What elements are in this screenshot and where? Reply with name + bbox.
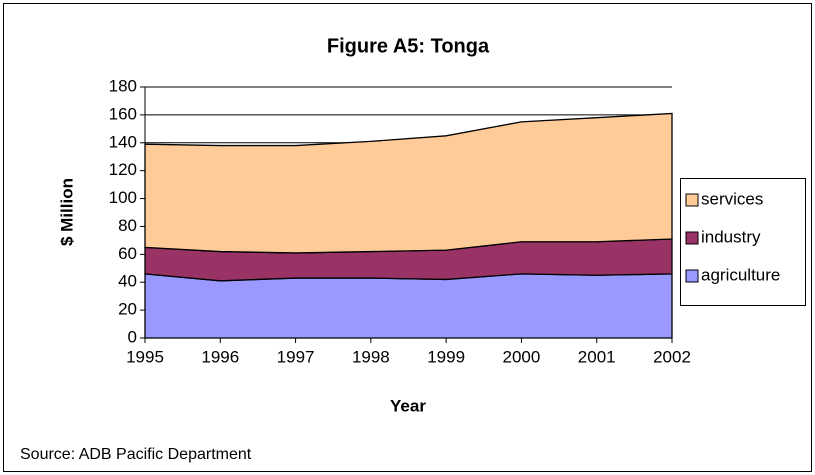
legend-label: agriculture	[701, 265, 780, 284]
area	[144, 112, 673, 254]
y-tick-label: 180	[109, 76, 137, 95]
y-tick-label: 140	[109, 132, 137, 151]
area	[144, 273, 673, 339]
legend-swatch	[685, 231, 699, 245]
x-tick-label: 2001	[578, 347, 616, 366]
y-tick-label: 100	[109, 188, 137, 207]
y-tick-label: 20	[118, 300, 137, 319]
legend-box	[680, 178, 806, 306]
x-tick-label: 1998	[352, 347, 390, 366]
legend-label: services	[701, 189, 763, 208]
x-tick-label: 1995	[126, 347, 164, 366]
chart-title: Figure A5: Tonga	[327, 35, 490, 57]
y-tick-label: 60	[118, 244, 137, 263]
x-tick-label: 1997	[277, 347, 315, 366]
x-axis-label: Year	[390, 396, 426, 415]
y-tick-label: 80	[118, 216, 137, 235]
y-tick-label: 40	[118, 272, 137, 291]
x-tick-label: 2000	[503, 347, 541, 366]
y-tick-label: 120	[109, 160, 137, 179]
legend-label: industry	[701, 227, 761, 246]
y-axis-label: $ Million	[57, 178, 76, 246]
legend-swatch	[685, 193, 699, 207]
legend-swatch	[685, 269, 699, 283]
y-tick-label: 0	[128, 327, 137, 346]
x-tick-label: 1999	[427, 347, 465, 366]
y-tick-label: 160	[109, 104, 137, 123]
x-tick-label: 1996	[201, 347, 239, 366]
x-tick-label: 2002	[653, 347, 691, 366]
source-note: Source: ADB Pacific Department	[20, 446, 252, 463]
